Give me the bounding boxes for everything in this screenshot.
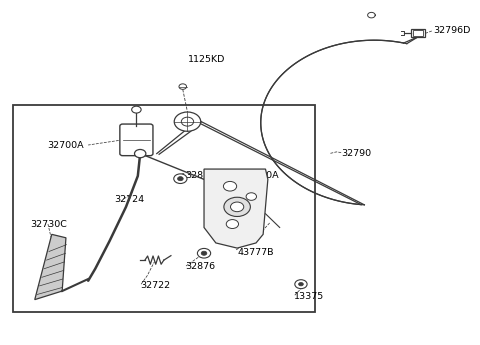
Polygon shape	[35, 234, 66, 300]
Text: 13375: 13375	[294, 292, 324, 302]
Circle shape	[197, 248, 211, 258]
Bar	[411, 29, 425, 37]
Circle shape	[174, 174, 187, 184]
Text: 32722: 32722	[140, 281, 170, 290]
Text: 32724: 32724	[114, 196, 144, 205]
Circle shape	[201, 251, 207, 255]
FancyBboxPatch shape	[120, 124, 153, 156]
Circle shape	[226, 219, 239, 228]
Circle shape	[295, 280, 307, 289]
Circle shape	[174, 112, 201, 131]
Circle shape	[230, 202, 244, 212]
Circle shape	[229, 201, 245, 213]
Text: 32700A: 32700A	[47, 140, 84, 149]
Text: 32876: 32876	[185, 263, 215, 272]
Circle shape	[299, 283, 303, 286]
Bar	[413, 30, 423, 36]
Circle shape	[223, 181, 237, 191]
Circle shape	[178, 177, 183, 181]
Circle shape	[246, 193, 256, 200]
Text: 32796D: 32796D	[433, 27, 471, 36]
Bar	[12, 106, 315, 312]
Text: 32790: 32790	[341, 149, 371, 158]
Circle shape	[224, 197, 251, 216]
Circle shape	[132, 106, 141, 113]
Text: 43777B: 43777B	[237, 248, 274, 257]
Text: 1125KD: 1125KD	[188, 55, 225, 63]
Circle shape	[134, 149, 146, 158]
Text: 32876: 32876	[185, 171, 215, 180]
Text: 32760A: 32760A	[242, 171, 278, 180]
Polygon shape	[204, 169, 268, 248]
Circle shape	[179, 84, 187, 89]
Text: 32730C: 32730C	[30, 219, 67, 228]
